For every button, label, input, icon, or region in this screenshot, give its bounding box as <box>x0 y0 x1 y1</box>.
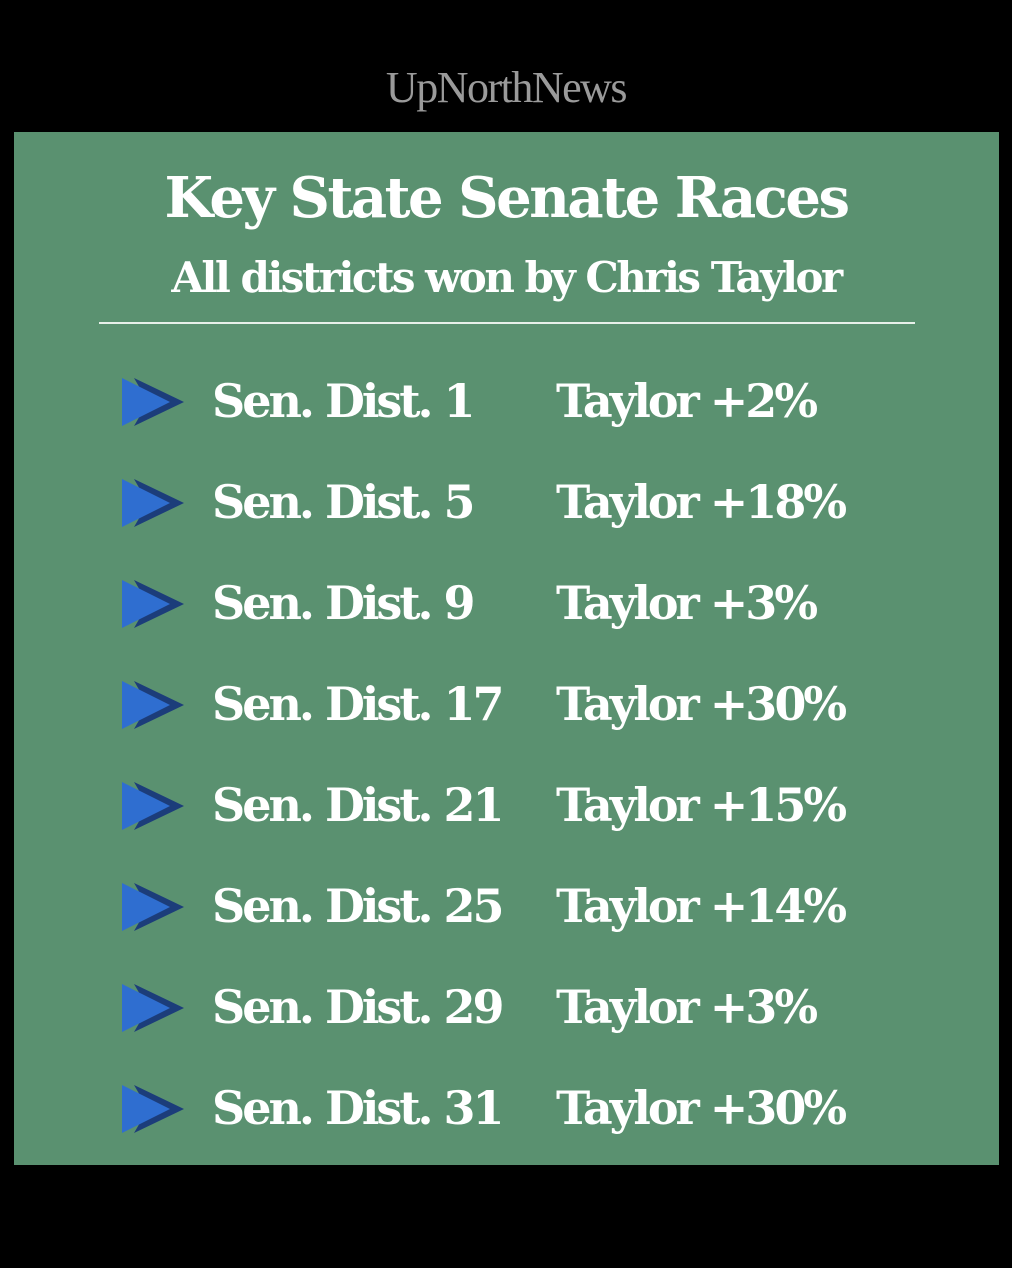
race-row: Sen. Dist. 21 Taylor +15% <box>0 756 1012 857</box>
arrow-right-icon <box>122 782 184 830</box>
district-label: Sen. Dist. 5 <box>212 475 476 529</box>
title-divider <box>99 322 915 324</box>
race-row: Sen. Dist. 31 Taylor +30% <box>0 1059 1012 1160</box>
races-panel <box>14 132 999 1165</box>
district-label: Sen. Dist. 25 <box>212 879 505 933</box>
race-result: Taylor +30% <box>556 677 847 731</box>
race-result: Taylor +14% <box>556 879 847 933</box>
race-row: Sen. Dist. 29 Taylor +3% <box>0 958 1012 1059</box>
arrow-right-icon <box>122 984 184 1032</box>
district-label: Sen. Dist. 21 <box>212 778 505 832</box>
race-row: Sen. Dist. 5 Taylor +18% <box>0 453 1012 554</box>
race-result: Taylor +15% <box>556 778 847 832</box>
race-row: Sen. Dist. 17 Taylor +30% <box>0 655 1012 756</box>
brand-logo: UpNorthNews <box>385 63 628 112</box>
race-row: Sen. Dist. 25 Taylor +14% <box>0 857 1012 958</box>
page-subtitle: All districts won by Chris Taylor <box>171 253 843 302</box>
district-label: Sen. Dist. 31 <box>212 1081 505 1135</box>
race-row: Sen. Dist. 9 Taylor +3% <box>0 554 1012 655</box>
race-row: Sen. Dist. 1 Taylor +2% <box>0 352 1012 453</box>
race-result: Taylor +3% <box>556 980 818 1034</box>
arrow-right-icon <box>122 1085 184 1133</box>
page-title: Key State Senate Races <box>164 165 850 231</box>
arrow-right-icon <box>122 681 184 729</box>
arrow-right-icon <box>122 580 184 628</box>
race-result: Taylor +3% <box>556 576 818 630</box>
arrow-right-icon <box>122 479 184 527</box>
races-list: Sen. Dist. 1 Taylor +2% Sen. Dist. 5 Tay… <box>0 352 1012 1160</box>
district-label: Sen. Dist. 29 <box>212 980 505 1034</box>
arrow-right-icon <box>122 883 184 931</box>
district-label: Sen. Dist. 9 <box>212 576 476 630</box>
race-result: Taylor +18% <box>556 475 847 529</box>
arrow-right-icon <box>122 378 184 426</box>
district-label: Sen. Dist. 1 <box>212 374 476 428</box>
race-result: Taylor +2% <box>556 374 818 428</box>
district-label: Sen. Dist. 17 <box>212 677 505 731</box>
race-result: Taylor +30% <box>556 1081 847 1135</box>
